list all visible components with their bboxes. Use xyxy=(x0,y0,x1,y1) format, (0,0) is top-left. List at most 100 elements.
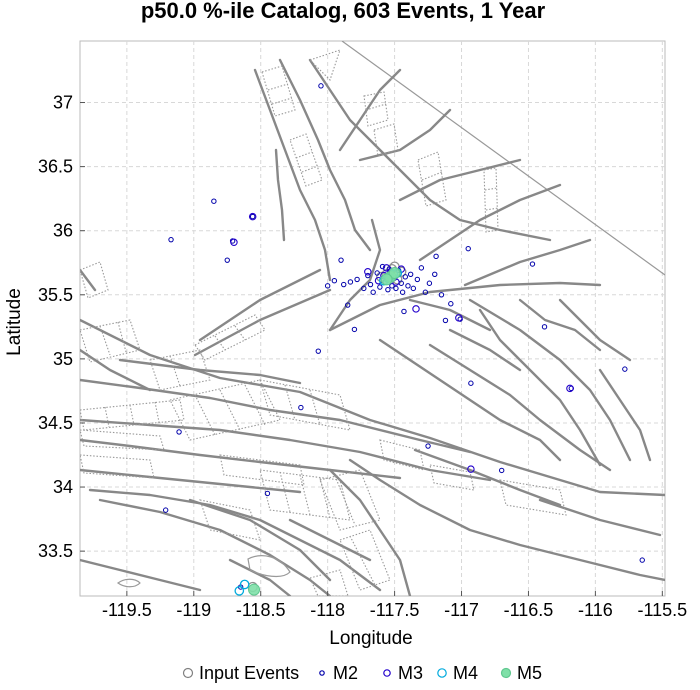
x-axis-label: Longitude xyxy=(329,628,412,649)
x-tick-label: -117.5 xyxy=(370,600,420,620)
m3-point xyxy=(412,305,420,313)
m2-point xyxy=(162,507,169,513)
m3-point xyxy=(382,264,391,272)
m2-point xyxy=(405,283,411,289)
m2-point xyxy=(351,326,358,333)
m2-point xyxy=(374,270,380,276)
m2-point xyxy=(414,276,421,283)
m2-point xyxy=(401,308,407,315)
m2-point xyxy=(541,324,548,330)
m2-point xyxy=(354,276,360,283)
m4-point xyxy=(234,586,245,596)
legend-marker-m3 xyxy=(383,669,391,677)
m2-point xyxy=(442,317,449,324)
m3-point xyxy=(230,238,238,246)
m2-point xyxy=(432,271,438,277)
m4-point xyxy=(239,579,250,590)
m2-point xyxy=(365,272,371,279)
y-tick-label: 37 xyxy=(53,93,73,113)
y-tick-label: 34.5 xyxy=(38,413,73,433)
m3-point xyxy=(455,314,463,322)
m2-point xyxy=(367,281,374,288)
m2-point xyxy=(318,83,324,89)
m2-point xyxy=(639,557,645,563)
x-tick-label: -116.5 xyxy=(504,600,554,620)
x-tick-label: -117 xyxy=(444,600,479,620)
m3-point xyxy=(467,465,475,473)
m2-point xyxy=(385,286,391,293)
m3-point xyxy=(566,384,574,393)
plot-area xyxy=(79,40,666,597)
m2-point xyxy=(347,279,354,285)
m2-point xyxy=(422,289,429,295)
m2-point xyxy=(407,271,414,277)
m2-point xyxy=(315,348,321,354)
y-tick-label: 33.5 xyxy=(38,541,73,561)
m2-point xyxy=(331,277,338,284)
legend-marker-m4 xyxy=(437,668,447,678)
legend-marker-m2 xyxy=(319,670,325,676)
x-tick-label: -118 xyxy=(310,600,345,620)
y-axis-ticks: 33.5 34 34.5 35 35.5 36 36.5 37 xyxy=(38,93,85,561)
m2-point xyxy=(341,281,347,288)
legend-label-m5: M5 xyxy=(517,663,542,683)
m2-point xyxy=(418,265,425,271)
m2-point xyxy=(389,283,395,289)
m2-point xyxy=(438,292,445,298)
m2-point xyxy=(425,443,431,449)
m2-point xyxy=(211,198,217,204)
y-tick-label: 35 xyxy=(53,349,73,369)
m2-point xyxy=(426,280,433,286)
legend-label-input-events: Input Events xyxy=(199,663,299,683)
m2-point xyxy=(168,236,174,243)
legend-label-m3: M3 xyxy=(398,663,423,683)
y-tick-label: 36.5 xyxy=(38,157,73,177)
m2-point xyxy=(324,283,331,289)
legend: Input Events M2 M3 M4 M5 xyxy=(182,663,542,683)
m3-point xyxy=(364,267,372,276)
m2-point xyxy=(498,467,505,474)
m2-point xyxy=(298,404,304,411)
event-points xyxy=(162,83,645,596)
m2-point xyxy=(468,380,474,386)
y-tick-label: 36 xyxy=(53,221,73,241)
x-tick-label: -119 xyxy=(176,600,211,620)
m2-point xyxy=(465,245,471,252)
legend-label-m4: M4 xyxy=(453,663,478,683)
m2-point xyxy=(433,253,439,260)
m2-point xyxy=(622,366,628,372)
m2-point xyxy=(377,284,383,290)
x-tick-label: -115.5 xyxy=(637,600,687,620)
m2-point xyxy=(224,257,230,263)
legend-label-m2: M2 xyxy=(333,663,358,683)
x-tick-label: -119.5 xyxy=(102,600,152,620)
m2-point xyxy=(361,285,367,292)
m2-point xyxy=(399,289,406,295)
m5-point xyxy=(380,273,393,286)
fault-map xyxy=(80,41,665,596)
y-tick-label: 35.5 xyxy=(38,285,73,305)
legend-marker-input-events xyxy=(182,667,194,679)
m2-point xyxy=(393,285,399,292)
m2-point xyxy=(338,257,344,263)
m2-point xyxy=(402,274,408,280)
m5-point xyxy=(248,583,261,596)
x-axis-ticks: -119.5 -119 -118.5 -118 -117.5 -117 -116.5 -116… xyxy=(102,591,687,620)
y-tick-label: 34 xyxy=(53,477,73,497)
chart-title: p50.0 %-ile Catalog, 603 Events, 1 Year xyxy=(141,0,546,23)
legend-marker-m5 xyxy=(500,667,512,679)
m5-point xyxy=(388,266,401,279)
m2-point xyxy=(379,263,386,270)
m2-point xyxy=(345,302,351,308)
x-tick-label: -118.5 xyxy=(236,600,286,620)
m3-point xyxy=(248,212,257,221)
m2-point xyxy=(410,285,417,292)
x-tick-label: -116 xyxy=(578,600,613,620)
m2-point xyxy=(370,289,376,295)
m2-point xyxy=(264,490,271,497)
m2-point xyxy=(529,261,536,267)
y-axis-label: Latitude xyxy=(4,288,25,356)
m2-point xyxy=(448,301,454,307)
m2-point xyxy=(249,213,256,220)
